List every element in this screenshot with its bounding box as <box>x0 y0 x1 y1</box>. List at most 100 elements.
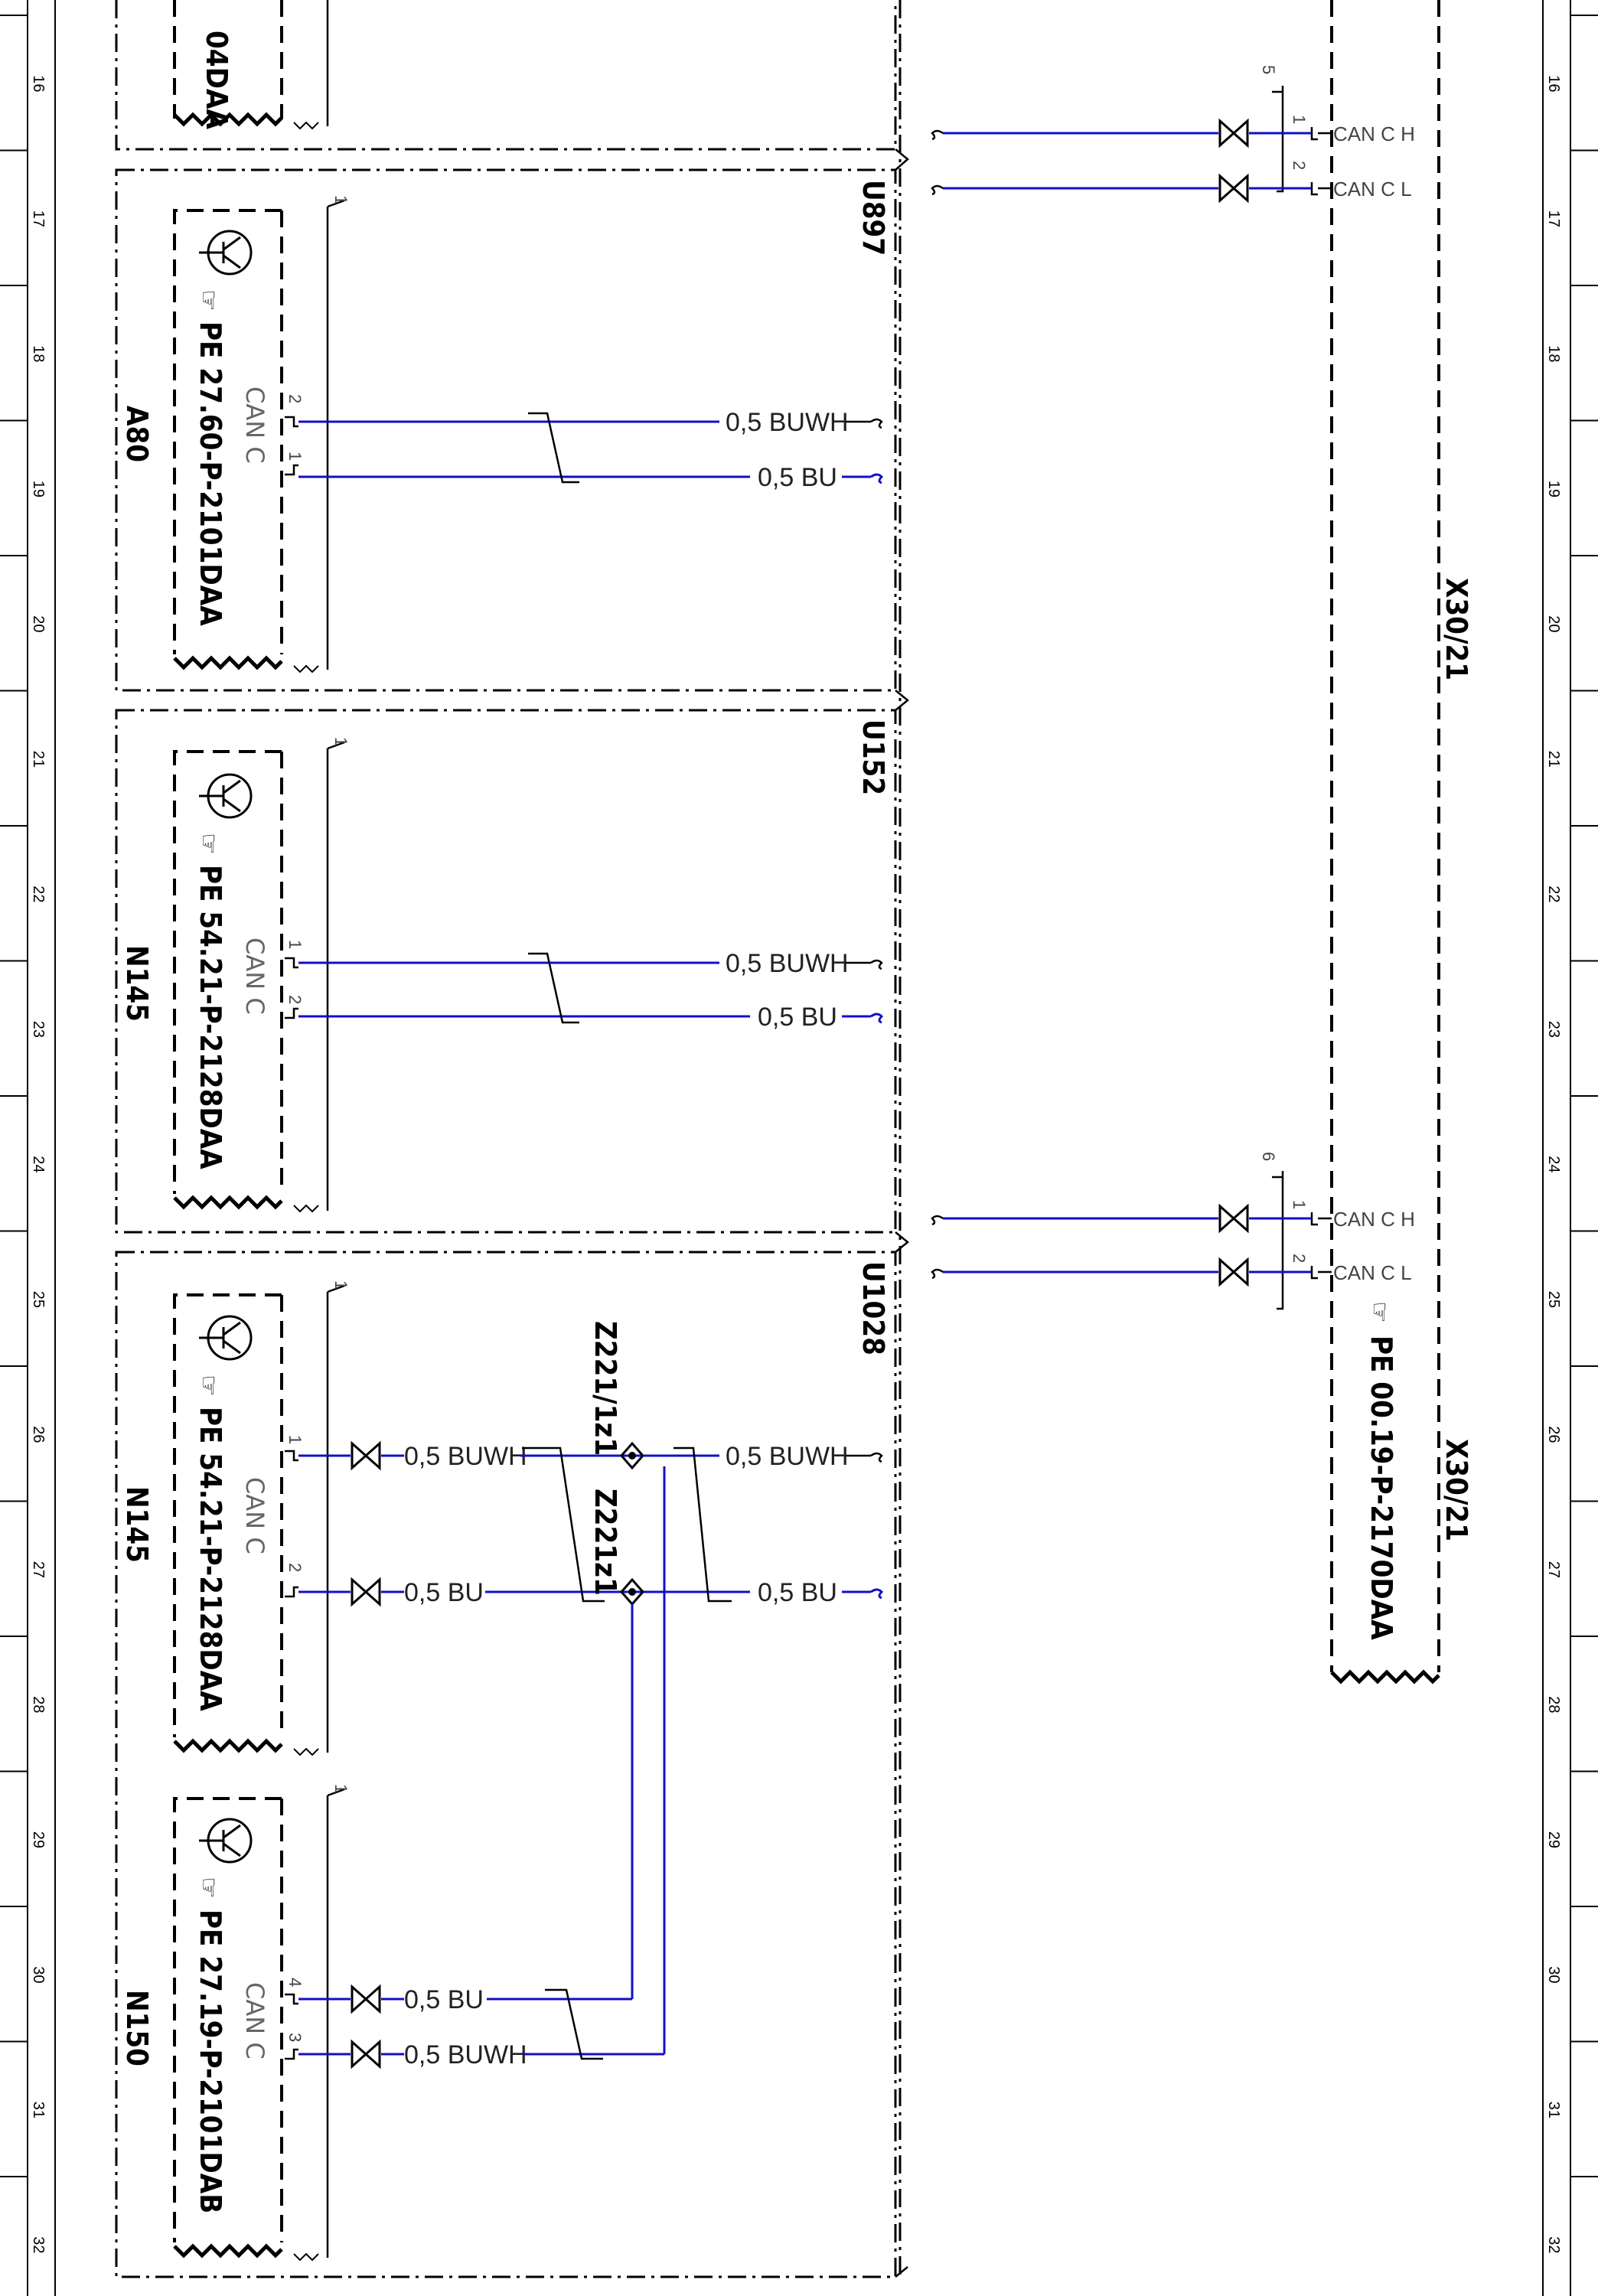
row-number: 16 <box>1545 75 1562 92</box>
n145-upper-corner-pin: 1 <box>331 737 351 746</box>
row-number: 31 <box>1545 2102 1562 2118</box>
row-number: 19 <box>30 481 47 497</box>
group6-pin-1: 1 <box>1290 1200 1309 1209</box>
module-top-partial: 04DAA <box>173 0 329 129</box>
a80-wire-buwh: 0,5 BUWH <box>726 408 849 437</box>
row-number: 29 <box>1545 1831 1562 1848</box>
row-number: 32 <box>1545 2236 1562 2253</box>
group5-can-l: CAN C L <box>1333 178 1412 201</box>
row-number: 21 <box>1545 751 1562 768</box>
row-number: 18 <box>30 345 47 362</box>
row-number: 20 <box>30 615 47 632</box>
group6-can-l: CAN C L <box>1333 1261 1412 1284</box>
row-number: 25 <box>30 1291 47 1308</box>
frame <box>27 0 1571 2296</box>
n145-lower-wire-bu-left: 0,5 BU <box>404 1578 484 1607</box>
n145-upper-wire-buwh: 0,5 BUWH <box>726 949 849 978</box>
group6-can-h: CAN C H <box>1333 1208 1415 1231</box>
row-number: 17 <box>1545 210 1562 227</box>
x30-21-name-upper: X30/21 <box>1440 578 1473 680</box>
row-ticks <box>0 15 1598 2177</box>
a80-wire-bu: 0,5 BU <box>758 463 837 492</box>
row-number: 26 <box>30 1426 47 1443</box>
connector-x30-21: X30/21 X30/21 ☞ PE 00.19-P-2170DAA 5 1 2… <box>931 0 1473 1684</box>
row-number: 21 <box>30 751 47 768</box>
row-number: 19 <box>1545 481 1562 497</box>
n150-name: N150 <box>120 1990 154 2066</box>
n150-doc: PE 27.19-P-2101DAB <box>194 1910 227 2213</box>
n145-upper-pin-2: 2 <box>285 995 305 1004</box>
section-frames <box>115 0 909 2278</box>
row-number: 24 <box>30 1156 47 1172</box>
group6-pin-2: 2 <box>1290 1254 1309 1263</box>
hand-pointer-icon: ☞ <box>194 1877 223 1899</box>
row-number: 23 <box>30 1021 47 1038</box>
a80-corner-pin: 1 <box>331 195 351 204</box>
row-number: 30 <box>1545 1966 1562 1983</box>
hand-pointer-icon: ☞ <box>194 833 223 855</box>
n145-lower-corner-pin: 1 <box>331 1280 351 1290</box>
row-number: 17 <box>30 210 47 227</box>
module-n145-upper: 1 ☞ PE 54.21-P-2128DAA CAN C N145 1 2 0,… <box>120 719 890 1213</box>
module-n150: 1 ☞ PE 27.19-P-2101DAB CAN C N150 4 3 0,… <box>120 1784 664 2262</box>
row-number: 32 <box>30 2236 47 2253</box>
n145-upper-wire-bu: 0,5 BU <box>758 1003 837 1032</box>
n145-upper-pin-1: 1 <box>285 940 305 949</box>
group-5-label: 5 <box>1259 65 1278 74</box>
n150-wire-bu: 0,5 BU <box>404 1985 484 2014</box>
row-number: 26 <box>1545 1426 1562 1443</box>
section-u152: U152 <box>856 719 890 795</box>
a80-signal: CAN C <box>240 386 269 464</box>
module-n145-lower: 1 ☞ PE 54.21-P-2128DAA CAN C N145 1 2 0,… <box>120 1261 890 1756</box>
x30-21-doc: PE 00.19-P-2170DAA <box>1365 1336 1398 1640</box>
row-number: 16 <box>30 75 47 92</box>
hand-pointer-icon: ☞ <box>194 289 223 311</box>
n145-upper-doc: PE 54.21-P-2128DAA <box>194 865 227 1169</box>
n145-lower-wire-buwh-right: 0,5 BUWH <box>726 1442 849 1471</box>
transistor-icon <box>199 773 253 819</box>
n145-lower-pin-1: 1 <box>285 1435 305 1444</box>
row-number: 29 <box>30 1831 47 1848</box>
group5-can-h: CAN C H <box>1333 122 1415 145</box>
row-number: 25 <box>1545 1291 1562 1308</box>
row-number: 27 <box>30 1561 47 1578</box>
group-6-label: 6 <box>1259 1152 1278 1161</box>
n145-lower-wire-bu-right: 0,5 BU <box>758 1578 837 1607</box>
a80-doc: PE 27.60-P-2101DAA <box>194 321 227 626</box>
row-number: 31 <box>30 2102 47 2118</box>
row-number: 24 <box>1545 1156 1562 1172</box>
a80-pin-1: 1 <box>285 452 305 461</box>
n145-lower-wire-buwh-left: 0,5 BUWH <box>404 1442 527 1471</box>
top-module-doc: 04DAA <box>200 31 233 129</box>
n145-lower-doc: PE 54.21-P-2128DAA <box>194 1407 227 1711</box>
n145-lower-name: N145 <box>120 1486 154 1563</box>
transistor-icon <box>199 230 253 276</box>
row-number: 23 <box>1545 1021 1562 1038</box>
splice-z221-1z1: Z221/1z1 <box>589 1321 622 1456</box>
n150-pin-4: 4 <box>285 1978 305 1987</box>
n145-upper-name: N145 <box>120 945 154 1022</box>
a80-name: A80 <box>120 406 154 462</box>
hand-pointer-icon: ☞ <box>1365 1301 1394 1323</box>
row-number: 20 <box>1545 615 1562 632</box>
n145-lower-pin-2: 2 <box>285 1563 305 1572</box>
section-u897: U897 <box>856 180 890 256</box>
module-a80: 1 ☞ PE 27.60-P-2101DAA CAN C A80 2 1 0,5… <box>120 180 890 673</box>
n150-signal: CAN C <box>240 1982 269 2060</box>
group5-pin-2: 2 <box>1290 161 1309 170</box>
splice-z221z1: Z221z1 <box>589 1489 622 1596</box>
row-number: 30 <box>30 1966 47 1983</box>
row-number: 22 <box>30 885 47 902</box>
row-number: 22 <box>1545 885 1562 902</box>
group5-pin-1: 1 <box>1290 115 1309 124</box>
n150-corner-pin: 1 <box>331 1784 351 1793</box>
a80-pin-2: 2 <box>285 394 305 403</box>
transistor-icon <box>199 1818 253 1864</box>
row-number: 18 <box>1545 345 1562 362</box>
section-u1028: U1028 <box>856 1261 890 1355</box>
row-number: 27 <box>1545 1561 1562 1578</box>
x30-21-name-lower: X30/21 <box>1440 1439 1473 1541</box>
row-number: 28 <box>1545 1696 1562 1713</box>
